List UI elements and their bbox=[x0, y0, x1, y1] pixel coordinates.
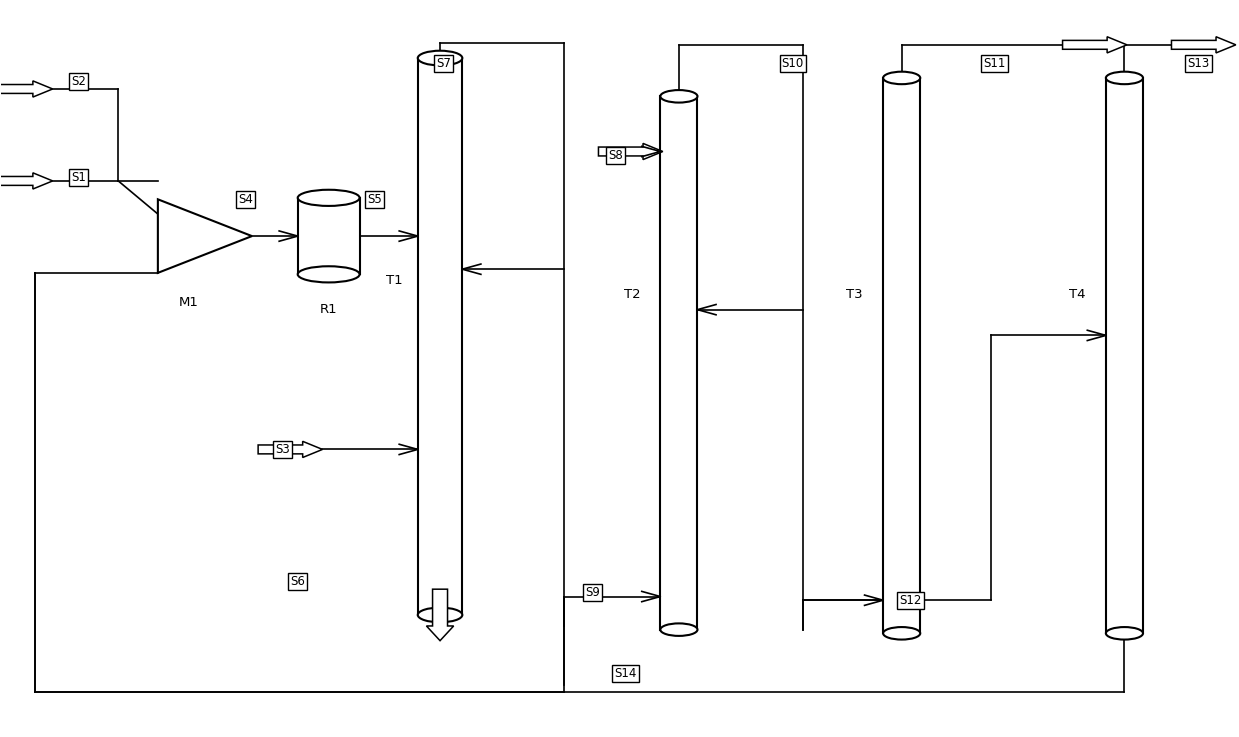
Text: S4: S4 bbox=[238, 193, 253, 206]
Polygon shape bbox=[426, 589, 453, 640]
Ellipse shape bbox=[660, 90, 698, 102]
Text: M1: M1 bbox=[178, 296, 198, 309]
Text: T4: T4 bbox=[1069, 288, 1085, 301]
Ellipse shape bbox=[883, 71, 921, 84]
Text: R1: R1 bbox=[320, 303, 337, 316]
Ellipse shape bbox=[660, 624, 698, 636]
Text: S11: S11 bbox=[984, 57, 1006, 70]
Text: T2: T2 bbox=[623, 288, 641, 301]
Text: S10: S10 bbox=[782, 57, 804, 70]
Text: S3: S3 bbox=[275, 443, 290, 456]
Ellipse shape bbox=[1106, 71, 1144, 84]
Polygon shape bbox=[0, 81, 53, 97]
Polygon shape bbox=[1063, 37, 1127, 53]
Text: S5: S5 bbox=[367, 193, 382, 206]
Polygon shape bbox=[0, 173, 53, 189]
Text: T3: T3 bbox=[846, 288, 862, 301]
Polygon shape bbox=[883, 78, 921, 633]
Polygon shape bbox=[418, 58, 462, 615]
Text: T1: T1 bbox=[385, 273, 403, 287]
Text: S1: S1 bbox=[71, 171, 85, 184]
Ellipse shape bbox=[297, 189, 359, 206]
Polygon shape bbox=[598, 144, 663, 160]
Polygon shape bbox=[1106, 78, 1144, 633]
Polygon shape bbox=[1172, 37, 1235, 53]
Text: S13: S13 bbox=[1187, 57, 1209, 70]
Text: S7: S7 bbox=[436, 57, 451, 70]
Ellipse shape bbox=[1106, 627, 1144, 640]
Ellipse shape bbox=[883, 627, 921, 640]
Text: S8: S8 bbox=[608, 149, 623, 161]
Polygon shape bbox=[258, 441, 322, 458]
Polygon shape bbox=[157, 199, 252, 273]
Polygon shape bbox=[660, 97, 698, 629]
Ellipse shape bbox=[297, 266, 359, 282]
Ellipse shape bbox=[418, 51, 462, 66]
Text: S9: S9 bbox=[585, 587, 600, 599]
Text: S12: S12 bbox=[900, 594, 922, 607]
Polygon shape bbox=[297, 198, 359, 274]
Text: S6: S6 bbox=[290, 576, 305, 588]
Text: S14: S14 bbox=[615, 667, 637, 680]
Ellipse shape bbox=[418, 607, 462, 622]
Text: S2: S2 bbox=[71, 75, 85, 88]
